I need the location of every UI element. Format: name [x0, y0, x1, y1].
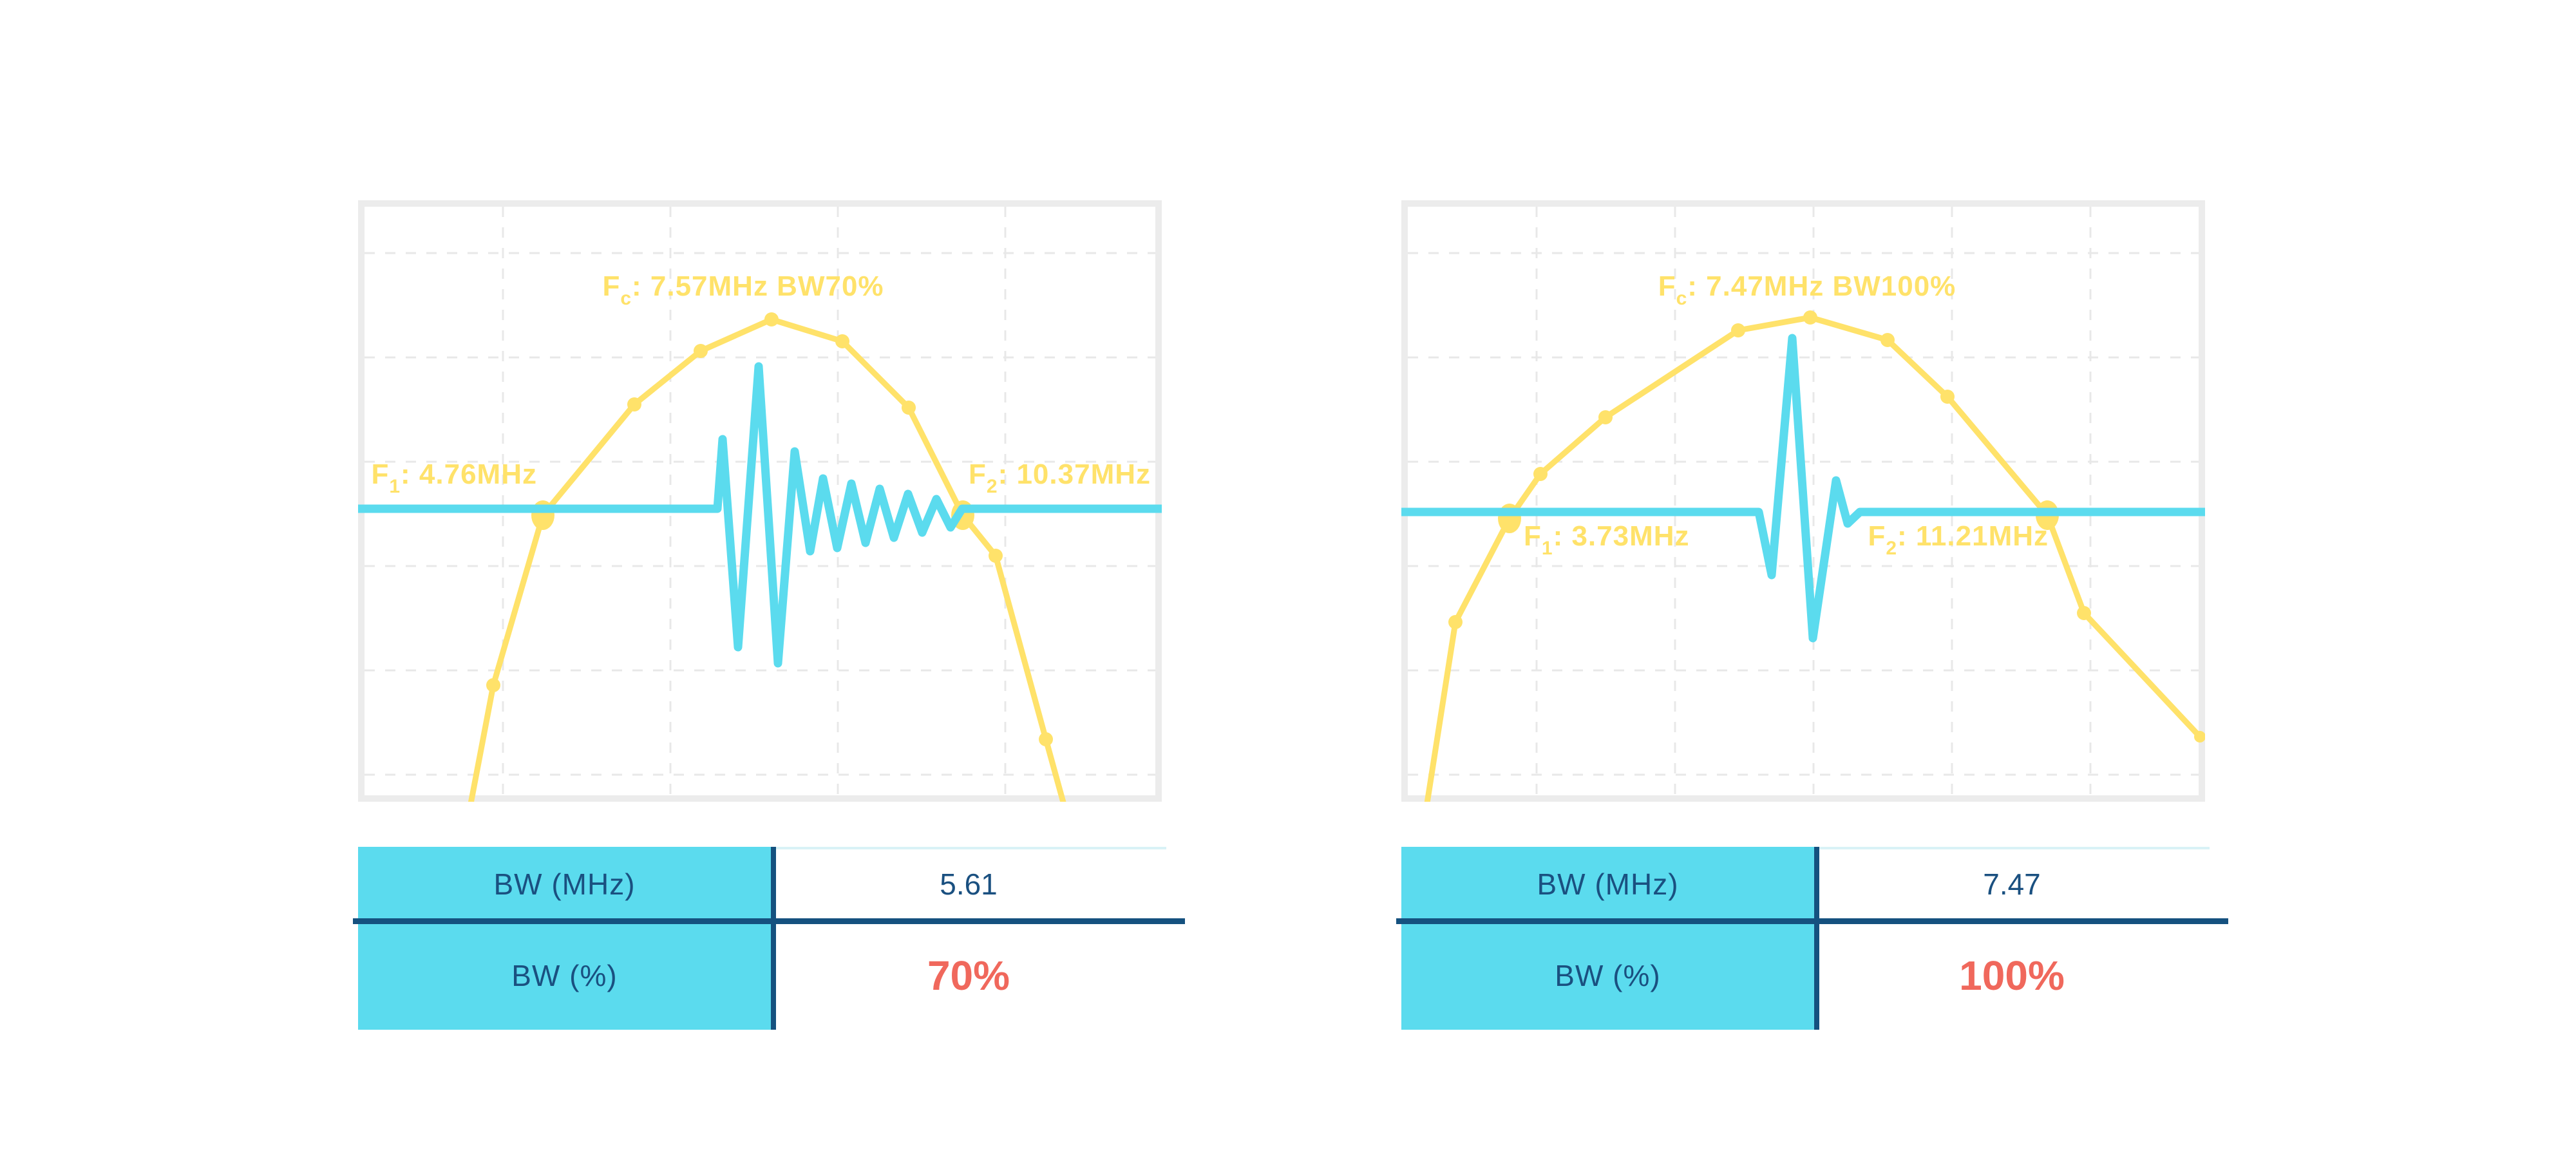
grid	[1408, 207, 2199, 795]
curve-end-marker	[2194, 731, 2205, 743]
table-horizontal-divider	[1396, 918, 2228, 924]
table-row: BW (MHz) 5.61	[358, 847, 1166, 921]
chart-bw70: Fc: 7.57MHz BW70% F1: 4.76MHz F2: 10.37M…	[358, 200, 1162, 802]
fc-annotation: Fc: 7.57MHz BW70%	[602, 270, 884, 309]
bw-pct-value-cell: 70%	[927, 952, 1010, 999]
table-row: BW (MHz) 7.47	[1401, 847, 2210, 921]
bw-pct-label-cell: BW (%)	[1401, 921, 1814, 1030]
pulse-waveform	[358, 362, 1162, 668]
spectrum-curve	[1424, 314, 2202, 802]
table-row: BW (%) 100%	[1401, 921, 2210, 1030]
bw-table-100: BW (MHz) 7.47 BW (%) 100%	[1396, 847, 2228, 1030]
table-top-rule	[771, 847, 1166, 849]
f1-annotation: F1: 4.76MHz	[371, 459, 537, 497]
spectrum-curve	[468, 316, 1066, 802]
bw-mhz-label-cell: BW (MHz)	[1401, 847, 1814, 921]
table-top-rule	[1814, 847, 2210, 849]
bw-pct-value-cell: 100%	[1959, 952, 2065, 999]
bw-mhz-label-cell: BW (MHz)	[358, 847, 771, 921]
f2-annotation: F2: 10.37MHz	[969, 459, 1151, 497]
table-row: BW (%) 70%	[358, 921, 1166, 1030]
fc-annotation: Fc: 7.47MHz BW100%	[1658, 270, 1956, 309]
f1-annotation: F1: 3.73MHz	[1524, 520, 1690, 559]
table-vertical-divider	[1814, 847, 1819, 1030]
bw-mhz-value-cell: 7.47	[1983, 867, 2041, 901]
table-vertical-divider	[771, 847, 776, 1030]
f2-annotation: F2: 11.21MHz	[1868, 520, 2049, 559]
pulse-waveform	[1401, 334, 2205, 643]
chart-frame	[358, 200, 1162, 802]
bw-mhz-value-cell: 5.61	[940, 867, 998, 901]
chart-bw100: Fc: 7.47MHz BW100% F1: 3.73MHz F2: 11.21…	[1401, 200, 2205, 802]
table-horizontal-divider	[353, 918, 1185, 924]
bw-table-70: BW (MHz) 5.61 BW (%) 70%	[353, 847, 1185, 1030]
bw-pct-label-cell: BW (%)	[358, 921, 771, 1030]
